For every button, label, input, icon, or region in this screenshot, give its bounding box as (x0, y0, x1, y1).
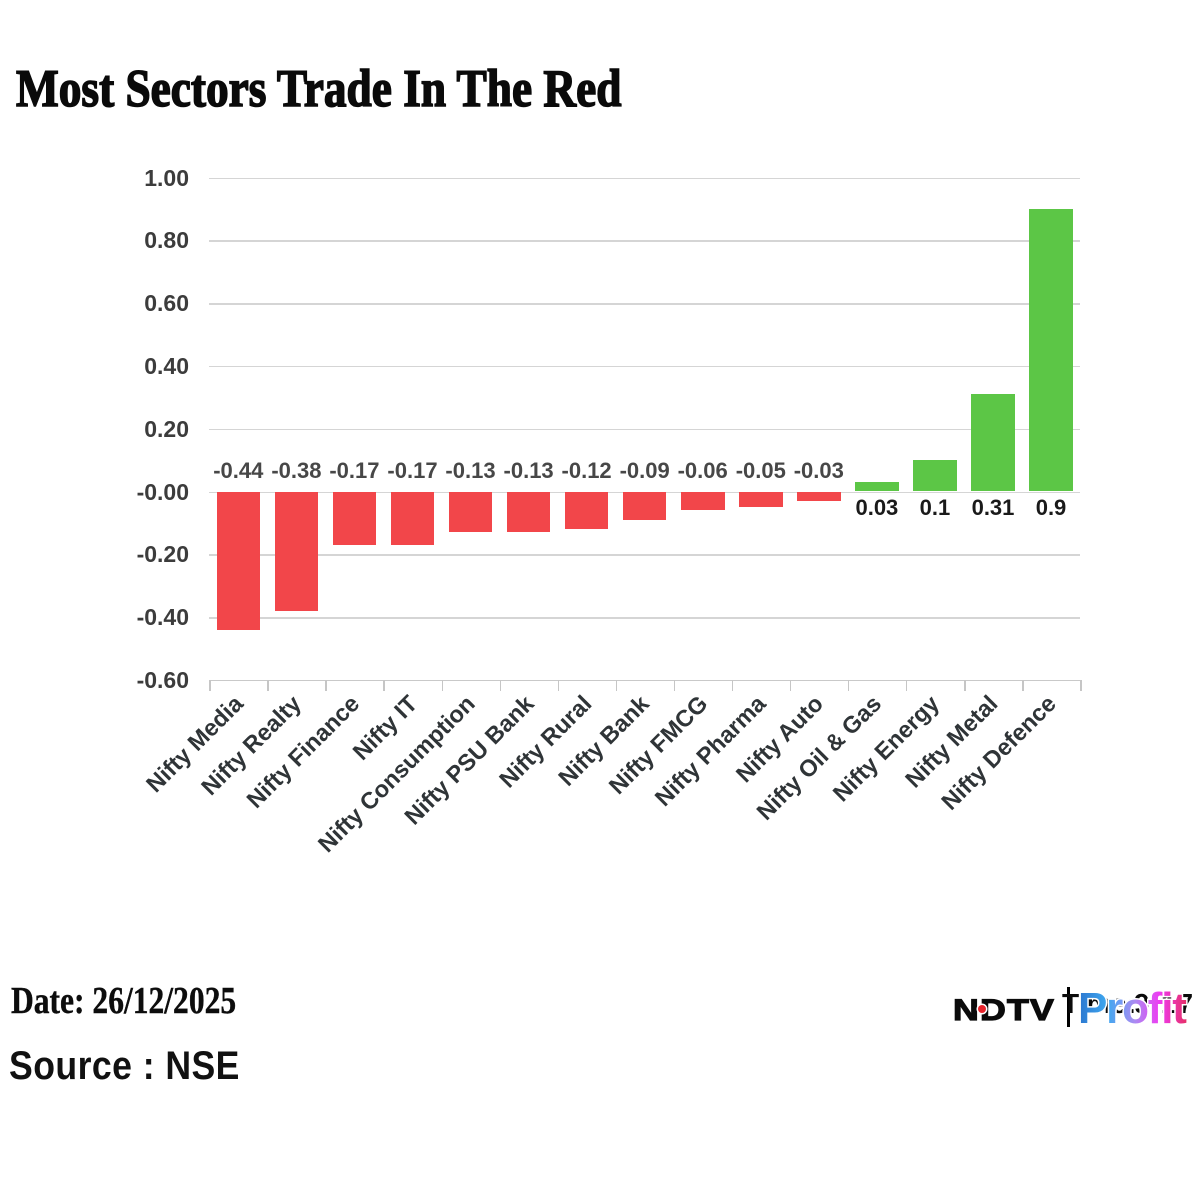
svg-text:Profit: Profit (1078, 984, 1187, 1033)
